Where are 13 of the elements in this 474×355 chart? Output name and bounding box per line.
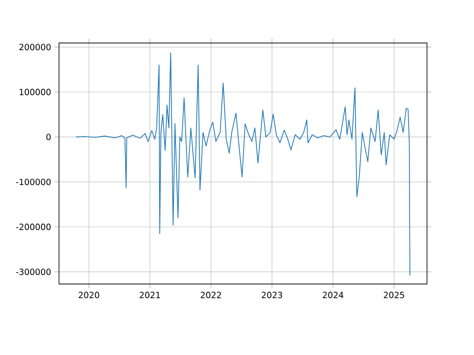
y-tick-label: 100000: [20, 88, 51, 96]
y-tick-label: 200000: [19, 44, 51, 50]
x-tick-label: 2024: [322, 292, 344, 298]
x-tick-label: 2021: [140, 292, 160, 298]
y-tick-label: 0: [46, 134, 51, 140]
x-tick-label: 2020: [78, 292, 100, 298]
x-tick-label: 2025: [384, 292, 404, 298]
y-tick-label: -100000: [16, 178, 51, 186]
y-tick-label: -300000: [16, 268, 51, 276]
x-tick-label: 2023: [262, 292, 282, 298]
y-tick-label: -200000: [16, 224, 51, 230]
line-series: [76, 52, 410, 276]
x-tick-label: 2022: [200, 292, 221, 298]
